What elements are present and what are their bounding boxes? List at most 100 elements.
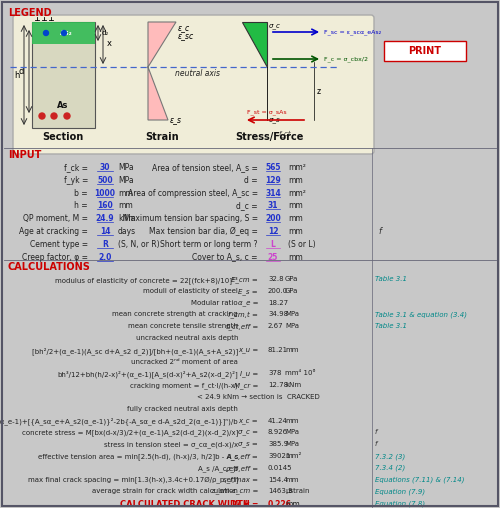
Text: Maximum tension bar spacing, S =: Maximum tension bar spacing, S = [124, 214, 258, 223]
Text: F_c = σ_cbx/2: F_c = σ_cbx/2 [324, 56, 368, 62]
Text: F_sc = ε_scα_eAs₂: F_sc = ε_scα_eAs₂ [324, 29, 381, 35]
Text: As: As [58, 102, 68, 111]
Text: MPa: MPa [285, 323, 299, 329]
Text: Max tension bar dia, Ø_eq =: Max tension bar dia, Ø_eq = [149, 227, 258, 236]
Text: Cement type =: Cement type = [30, 240, 88, 249]
Text: Area of compression steel, A_sc =: Area of compression steel, A_sc = [128, 188, 258, 198]
Text: f: f [378, 227, 381, 236]
Text: d: d [18, 67, 24, 76]
Text: mm: mm [118, 201, 133, 210]
Text: INPUT: INPUT [8, 150, 42, 160]
Bar [32, 22, 95, 44]
Text: 7.3.2 (3): 7.3.2 (3) [375, 453, 405, 460]
Text: Equation (7.9): Equation (7.9) [375, 488, 425, 495]
Text: 39021: 39021 [268, 453, 290, 459]
Text: MPa: MPa [285, 441, 299, 447]
Text: mm: mm [288, 214, 303, 223]
Text: uncracked neutral axis depth: uncracked neutral axis depth [136, 335, 238, 341]
Text: kNm: kNm [285, 382, 301, 388]
Circle shape [39, 113, 45, 119]
Text: 160: 160 [97, 201, 113, 210]
Text: mm: mm [285, 347, 298, 353]
Text: GPa: GPa [285, 276, 298, 282]
Text: s_r,max =: s_r,max = [223, 477, 258, 483]
FancyBboxPatch shape [384, 41, 466, 61]
Text: 81.21: 81.21 [268, 347, 288, 353]
Text: Equation (7.8): Equation (7.8) [375, 500, 425, 507]
Text: MPa: MPa [118, 176, 134, 185]
Text: PRINT: PRINT [408, 46, 442, 56]
Text: 0.226: 0.226 [268, 500, 292, 508]
Text: 24.9: 24.9 [96, 214, 114, 223]
Text: Short term or long term ?: Short term or long term ? [160, 240, 258, 249]
Text: x: x [107, 40, 112, 48]
Text: x_u =: x_u = [238, 347, 258, 353]
Text: 200.0: 200.0 [268, 288, 288, 294]
Text: 314: 314 [265, 188, 281, 198]
Text: z: z [317, 86, 321, 96]
Text: 31: 31 [268, 201, 278, 210]
Text: [bh²/2+(α_e-1)(A_sc d+A_s2 d_2)]/[bh+(α_e-1)(A_s+A_s2)]: [bh²/2+(α_e-1)(A_sc d+A_s2 d_2)]/[bh+(α_… [32, 347, 238, 355]
Text: mm: mm [285, 418, 298, 424]
Text: A_s /A_c,eff: A_s /A_c,eff [198, 465, 238, 471]
Text: average strain for crack width calculation: average strain for crack width calculati… [92, 488, 238, 494]
Text: MPa: MPa [118, 163, 134, 172]
Text: Age at cracking =: Age at cracking = [19, 227, 88, 236]
Text: h =: h = [74, 201, 88, 210]
Text: QP moment, M =: QP moment, M = [23, 214, 88, 223]
Text: 7.3.4 (2): 7.3.4 (2) [375, 465, 405, 471]
Text: 1000: 1000 [94, 188, 116, 198]
Text: mm: mm [288, 201, 303, 210]
Text: 1463.9: 1463.9 [268, 488, 292, 494]
Text: Equations (7.11) & (7.14): Equations (7.11) & (7.14) [375, 477, 464, 483]
Text: CALCULATIONS: CALCULATIONS [8, 262, 91, 272]
Polygon shape [148, 22, 176, 120]
Text: f: f [375, 429, 378, 435]
Text: W_k =: W_k = [232, 500, 258, 508]
Text: E_cm =: E_cm = [231, 276, 258, 283]
Text: f_ck =: f_ck = [64, 163, 88, 172]
Text: Area of tension steel, A_s =: Area of tension steel, A_s = [152, 163, 258, 172]
Text: stress in tension steel = σ_cα_e(d-x)/x: stress in tension steel = σ_cα_e(d-x)/x [104, 441, 238, 448]
Text: R: R [102, 240, 108, 249]
Text: b =: b = [74, 188, 88, 198]
Text: ε_s: ε_s [170, 115, 182, 124]
Text: mm: mm [288, 252, 303, 262]
Text: 25: 25 [268, 252, 278, 262]
Text: σ_s =: σ_s = [238, 441, 258, 447]
Text: mm: mm [285, 477, 298, 483]
Text: σ_c: σ_c [269, 23, 281, 29]
Circle shape [44, 30, 49, 36]
Text: mm²: mm² [288, 163, 306, 172]
Text: As₂: As₂ [60, 30, 72, 36]
Text: f_cm,t =: f_cm,t = [228, 311, 258, 318]
Text: 2.67: 2.67 [268, 323, 283, 329]
Text: mm: mm [285, 500, 300, 508]
Text: Table 3.1 & equation (3.4): Table 3.1 & equation (3.4) [375, 311, 467, 318]
Text: f_ct,eff =: f_ct,eff = [226, 323, 258, 330]
Text: I_u =: I_u = [240, 370, 258, 377]
Text: f_ct: f_ct [279, 130, 291, 137]
Text: A_c,eff =: A_c,eff = [226, 453, 258, 460]
Text: cracking moment = f_ct⋅I/(h-x): cracking moment = f_ct⋅I/(h-x) [130, 382, 238, 389]
Text: 41.24: 41.24 [268, 418, 288, 424]
Text: Table 3.1: Table 3.1 [375, 323, 407, 329]
Text: d_c =: d_c = [236, 201, 258, 210]
Bar [32, 22, 95, 128]
Text: mm²: mm² [285, 453, 302, 459]
Text: Cover to A_s, c =: Cover to A_s, c = [192, 252, 258, 262]
Text: Section: Section [42, 132, 84, 142]
FancyBboxPatch shape [13, 15, 374, 154]
Text: L: L [270, 240, 276, 249]
Text: effective tension area = min[2.5(h-d), (h-x)/3, h/2]b - A_s: effective tension area = min[2.5(h-d), (… [38, 453, 238, 460]
Text: F_st = σ_sAs: F_st = σ_sAs [247, 109, 286, 115]
Text: mm²: mm² [288, 188, 306, 198]
Text: ε_sm-ε_cm =: ε_sm-ε_cm = [212, 488, 258, 494]
Text: ε_sc: ε_sc [178, 31, 194, 40]
Text: GPa: GPa [285, 288, 298, 294]
Polygon shape [242, 22, 267, 67]
Text: bh³/12+bh(h/2-x)²+(α_e-1)[A_s(d-x)²+A_s2(x-d_2)²]: bh³/12+bh(h/2-x)²+(α_e-1)[A_s(d-x)²+A_s2… [57, 370, 238, 378]
Text: 378: 378 [268, 370, 281, 376]
Text: α_e =: α_e = [238, 300, 258, 306]
Text: h: h [14, 71, 20, 79]
